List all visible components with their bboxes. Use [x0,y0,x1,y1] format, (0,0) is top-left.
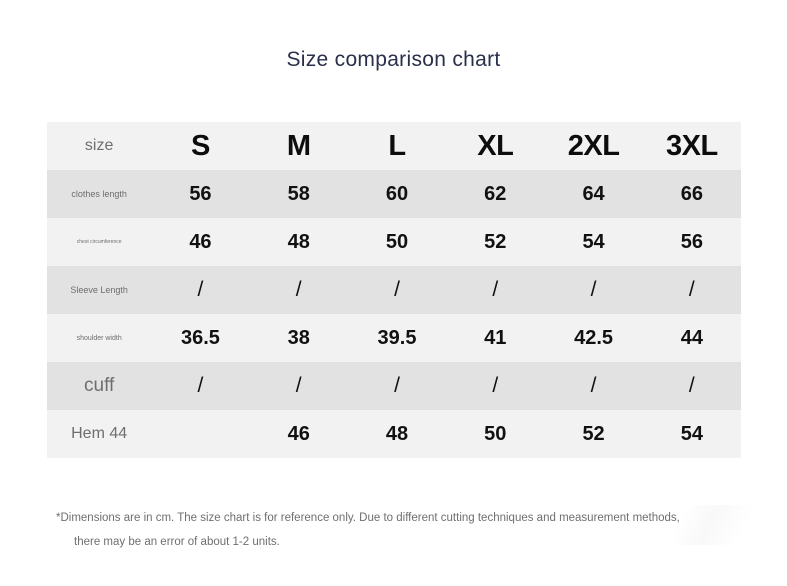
cell-clothes-length-2xl: 64 [582,182,605,205]
cell-cuff-xl: / [492,374,499,397]
cell-chest-xl: 52 [484,230,507,253]
cell-hem-xl: 50 [484,422,507,445]
column-header-3xl: 3XL [666,129,718,162]
column-header-s: S [191,129,210,162]
cell-clothes-length-m: 58 [287,182,310,205]
table-row: Hem 44 46 48 50 52 54 [47,410,741,458]
cell-shoulder-m: 38 [287,326,310,349]
row-label-hem: Hem 44 [71,425,128,442]
cell-cuff-3xl: / [688,374,695,397]
cell-hem-2xl: 52 [582,422,605,445]
footnote-line-2: there may be an error of about 1-2 units… [74,536,280,548]
cell-shoulder-xl: 41 [484,326,507,349]
cell-cuff-s: / [197,374,204,397]
row-label-sleeve-length: Sleeve Length [70,285,128,295]
cell-clothes-length-l: 60 [385,182,409,205]
cell-sleeve-m: / [295,278,302,301]
column-header-2xl: 2XL [567,129,620,162]
cell-cuff-m: / [295,374,302,397]
row-label-shoulder-width: shoulder width [76,334,122,342]
table-row: shoulder width 36.5 38 39.5 41 42.5 44 [47,314,741,362]
row-label-cuff: cuff [84,375,115,396]
cell-chest-2xl: 54 [582,230,605,253]
cell-cuff-2xl: / [590,374,597,397]
row-label-chest-circumference: chest circumference [76,239,122,245]
cell-shoulder-s: 36.5 [180,326,220,349]
table-row: Sleeve Length / / / / / / [47,266,741,314]
cell-sleeve-3xl: / [688,278,695,301]
column-header-m: M [286,129,311,162]
cell-sleeve-xl: / [492,278,499,301]
cell-sleeve-s: / [197,278,204,301]
row-label-clothes-length: clothes length [71,189,127,199]
cell-shoulder-l: 39.5 [377,326,417,349]
cell-hem-m: 46 [287,422,310,445]
cell-sleeve-2xl: / [590,278,597,301]
cell-hem-3xl: 54 [680,422,703,445]
table-row: cuff / / / / / / [47,362,741,410]
cell-chest-m: 48 [287,230,310,253]
column-header-l: L [388,129,406,162]
footnote: *Dimensions are in cm. The size chart is… [56,506,736,554]
table-row: chest circumference 46 48 50 52 54 56 [47,218,741,266]
cell-chest-3xl: 56 [680,230,703,253]
cell-clothes-length-3xl: 66 [680,182,703,205]
cell-clothes-length-xl: 62 [484,182,507,205]
table-header-row: size S M L XL 2XL 3XL [47,122,741,170]
cell-clothes-length-s: 56 [189,182,212,205]
cell-chest-s: 46 [189,230,212,253]
cell-shoulder-3xl: 44 [680,326,703,349]
size-comparison-table: size S M L XL 2XL 3XL clothes length 56 … [47,122,741,458]
header-corner-label: size [84,137,114,154]
cell-chest-l: 50 [385,230,409,253]
table-row: clothes length 56 58 60 62 64 66 [47,170,741,218]
cell-sleeve-l: / [394,278,400,301]
cell-hem-s [151,410,249,458]
cell-shoulder-2xl: 42.5 [574,326,614,349]
column-header-xl: XL [477,129,514,162]
cell-cuff-l: / [394,374,400,397]
page-title: Size comparison chart [286,48,501,71]
footnote-line-1: *Dimensions are in cm. The size chart is… [56,512,680,524]
cell-hem-l: 48 [385,422,409,445]
